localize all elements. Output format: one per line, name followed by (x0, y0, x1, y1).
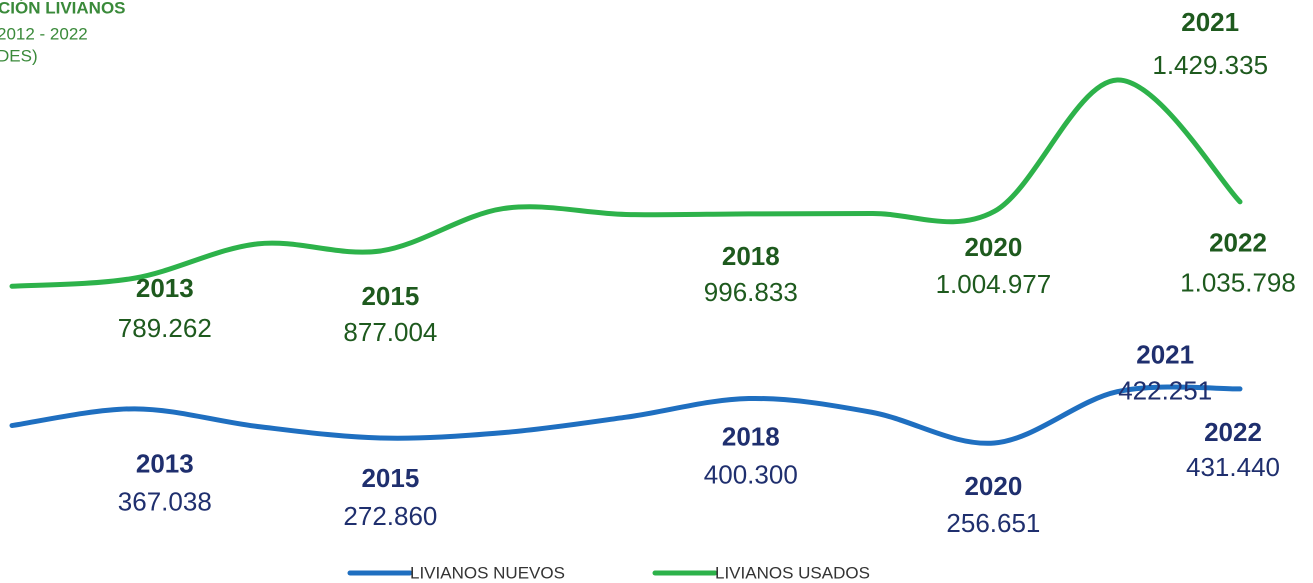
point-year-label: 2022 (1209, 228, 1267, 258)
chart-subtitle: DES) (0, 46, 38, 65)
point-year-label: 2022 (1204, 417, 1262, 447)
point-year-label: 2021 (1181, 7, 1239, 37)
legend-label: LIVIANOS NUEVOS (410, 563, 565, 582)
value-label: 789.262 (118, 313, 212, 343)
value-label: 367.038 (118, 487, 212, 517)
point-year-label: 2020 (964, 471, 1022, 501)
value-label: 400.300 (704, 459, 798, 489)
point-year-label: 2015 (361, 463, 419, 493)
point-year-label: 2018 (722, 421, 780, 451)
point-year-label: 2013 (136, 273, 194, 303)
value-label: 431.440 (1186, 452, 1280, 482)
point-year-label: 2021 (1136, 340, 1194, 370)
point-year-label: 2015 (361, 281, 419, 311)
point-year-label: 2020 (964, 232, 1022, 262)
chart-title: CIÓN LIVIANOS (0, 0, 126, 17)
point-year-label: 2013 (136, 449, 194, 479)
value-label: 256.651 (946, 508, 1040, 538)
value-label: 272.860 (343, 501, 437, 531)
series-line (9, 384, 1243, 446)
legend-label: LIVIANOS USADOS (715, 563, 870, 582)
value-label: 996.833 (704, 277, 798, 307)
value-label: 422.251 (1118, 376, 1212, 406)
value-label: 877.004 (343, 317, 437, 347)
value-label: 1.035.798 (1180, 268, 1296, 298)
series-line (9, 77, 1243, 289)
point-year-label: 2018 (722, 241, 780, 271)
value-label: 1.004.977 (936, 269, 1052, 299)
chart-subtitle: 2012 - 2022 (0, 24, 88, 43)
value-label: 1.429.335 (1152, 50, 1268, 80)
